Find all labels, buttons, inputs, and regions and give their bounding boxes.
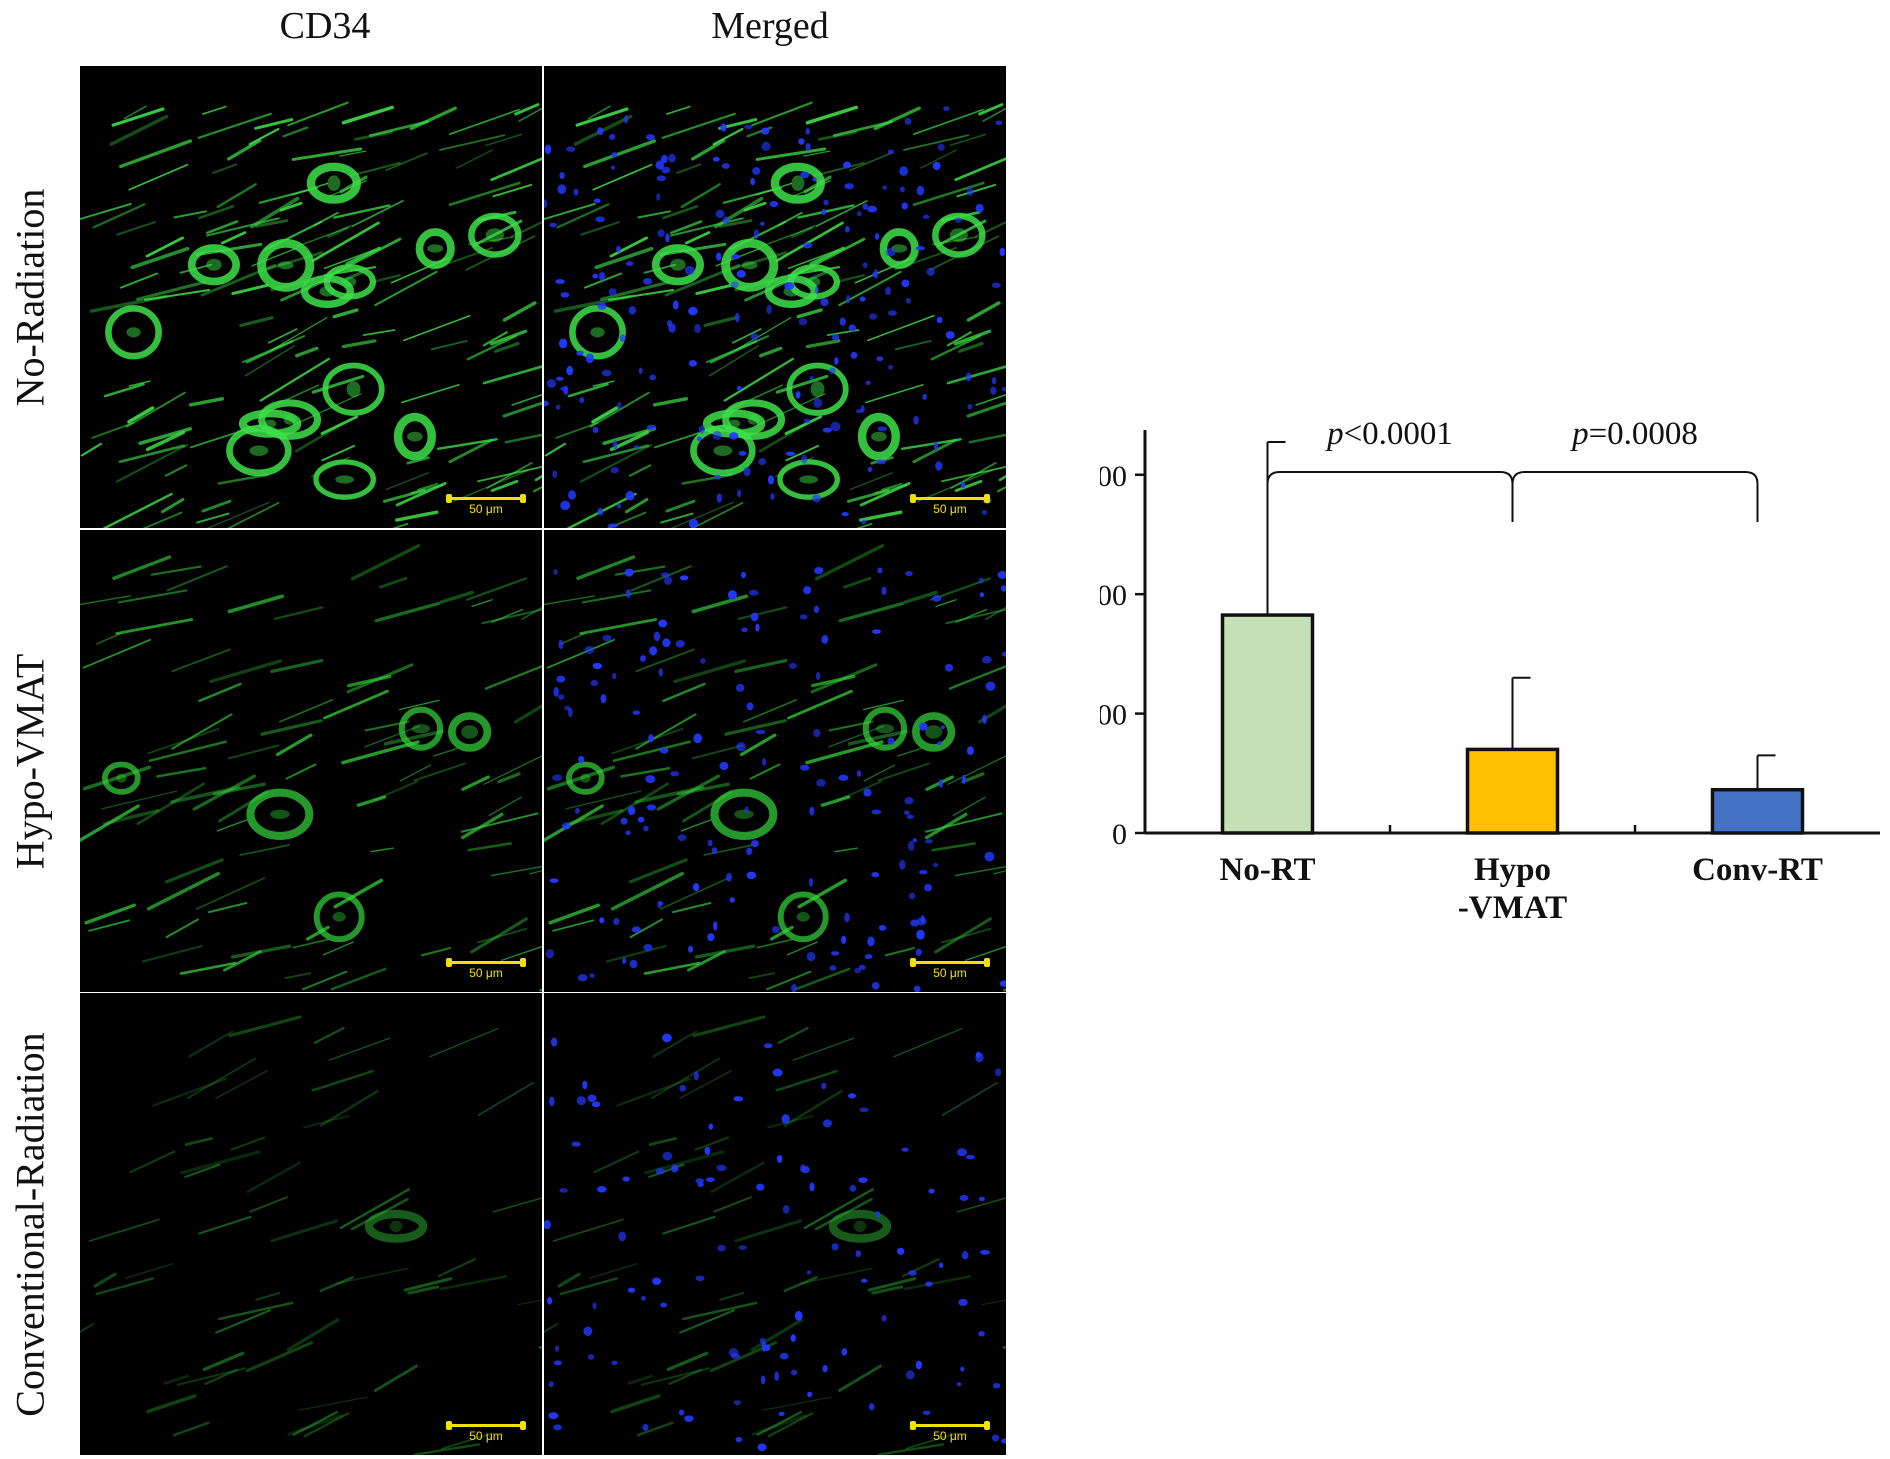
scale-bar: 50 μm (446, 958, 526, 980)
scale-bar: 50 μm (910, 958, 990, 980)
bar-chart: 040,00080,000120,000IOD (CD34)No-RTHypo-… (1100, 416, 1880, 926)
row-label-conventional-radiation: Conventional-Radiation (7, 1031, 53, 1417)
micrograph-panel: 50 μm (80, 993, 542, 1455)
x-tick-label: Conv-RT (1692, 852, 1823, 888)
column-header-cd34: CD34 (279, 5, 371, 47)
column-header-merged: Merged (711, 5, 829, 47)
y-tick-label: 0 (1112, 818, 1127, 851)
p-value-label: p<0.0001 (1325, 416, 1453, 452)
x-tick-label: No-RT (1219, 852, 1315, 888)
micrograph-texture (544, 101, 1006, 528)
micrograph-texture (544, 544, 1006, 992)
bar (1220, 613, 1315, 835)
micrograph-texture (80, 544, 542, 992)
scale-bar: 50 μm (446, 494, 526, 516)
y-tick-label: 80,000 (1100, 579, 1127, 612)
y-tick-label: 120,000 (1100, 460, 1127, 493)
row-label-no-radiation: No-Radiation (7, 188, 53, 406)
micrograph-panel: 50 μm (544, 66, 1006, 528)
micrograph-texture (544, 1015, 1006, 1455)
bar (1465, 747, 1560, 835)
x-tick-label: -VMAT (1458, 890, 1567, 926)
row-label-hypo-vmat: Hypo-VMAT (7, 653, 53, 869)
bar (1710, 787, 1805, 835)
micrograph-texture (80, 101, 542, 528)
micrograph-panel: 50 μm (544, 530, 1006, 992)
scale-bar: 50 μm (910, 1421, 990, 1443)
significance-bracket (1266, 471, 1514, 522)
y-tick-label: 40,000 (1100, 699, 1127, 732)
micrograph-panel: 50 μm (544, 993, 1006, 1455)
micrograph-panel: 50 μm (80, 66, 542, 528)
scale-bar: 50 μm (910, 494, 990, 516)
micrograph-texture (80, 1015, 542, 1455)
micrograph-panel: 50 μm (80, 530, 542, 992)
p-value-label: p=0.0008 (1570, 416, 1698, 452)
x-tick-label: Hypo (1474, 852, 1551, 888)
scale-bar: 50 μm (446, 1421, 526, 1443)
significance-bracket (1511, 471, 1759, 522)
